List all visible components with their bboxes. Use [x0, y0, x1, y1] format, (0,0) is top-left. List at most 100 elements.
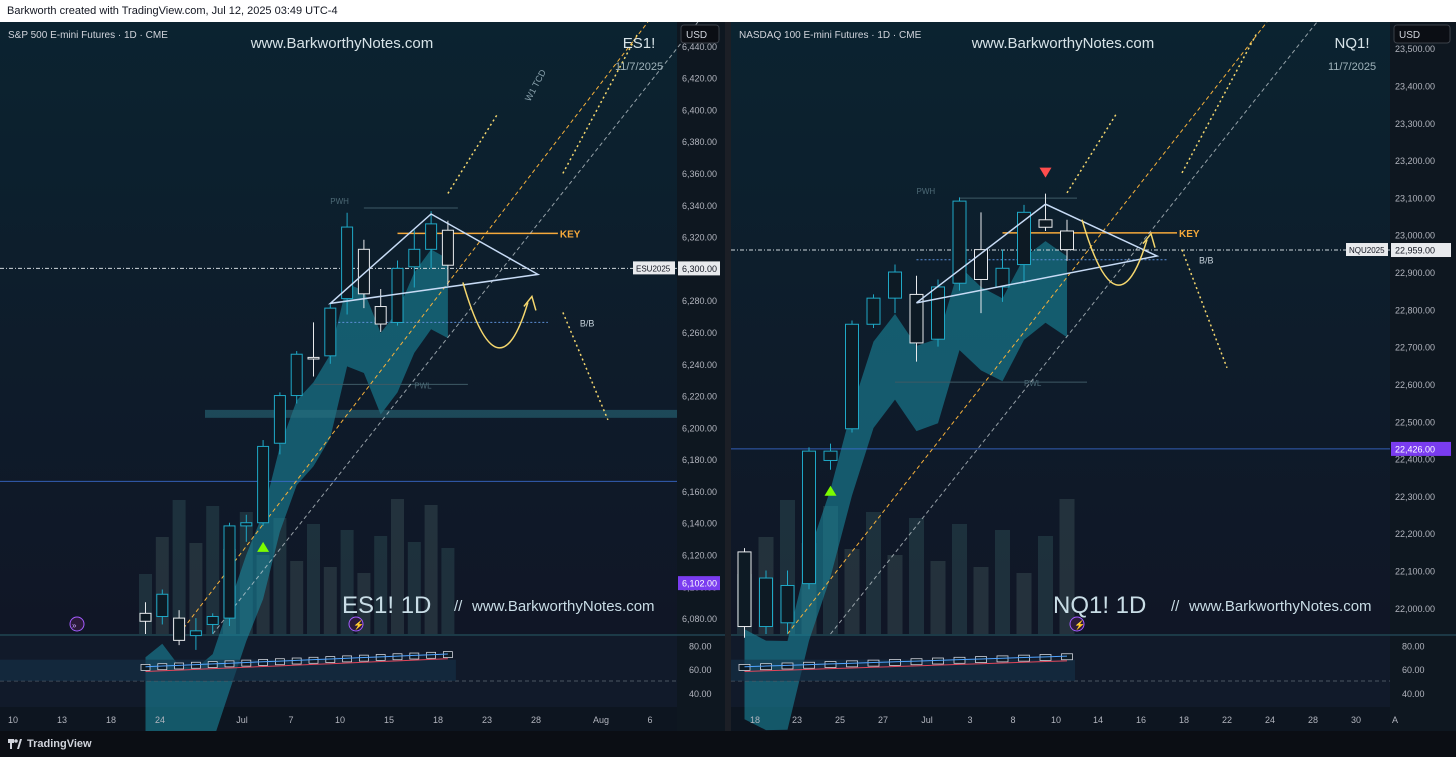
projection-short-path — [1066, 112, 1118, 194]
footer-bar: TradingView — [0, 731, 1456, 757]
price-tag-value: 6,300.00 — [682, 264, 717, 274]
price-tick-label: 6,360.00 — [682, 169, 717, 179]
time-tick-label: 16 — [1136, 715, 1146, 725]
time-tick-label: 3 — [967, 715, 972, 725]
ema-ribbon — [145, 249, 448, 731]
candle-body — [374, 306, 387, 325]
volume-bar — [1038, 536, 1053, 634]
time-tick-label: 18 — [106, 715, 116, 725]
pwh-label: PWH — [330, 197, 349, 206]
price-tick-label: 23,400.00 — [1395, 81, 1435, 91]
time-axis[interactable]: 18 23 25 27 Jul 3 8 10 14 16 18 22 24 28 30 A — [750, 715, 1398, 725]
bb-label: B/B — [1199, 256, 1214, 266]
price-tag-value: 22,959.00 — [1395, 246, 1435, 256]
forward-icon[interactable] — [69, 616, 85, 632]
candle-body — [823, 450, 838, 461]
volume-bar — [995, 530, 1010, 634]
candle-body — [931, 286, 945, 340]
panel-divider[interactable] — [725, 22, 731, 731]
projection-curve — [462, 282, 529, 349]
candle-body — [189, 630, 202, 637]
lightning-icon[interactable] — [1069, 616, 1085, 632]
projection-arrowhead — [523, 294, 537, 311]
volume-bar — [1016, 573, 1032, 634]
candle-body — [357, 248, 370, 295]
price-tick-label: 6,220.00 — [682, 392, 717, 402]
candle-body — [952, 200, 967, 284]
time-tick-label: 10 — [8, 715, 18, 725]
candle-body — [173, 617, 186, 641]
price-tick-label: 6,440.00 — [682, 42, 717, 52]
lightning-icon[interactable] — [348, 616, 364, 632]
oscillator-candle — [1039, 654, 1052, 661]
chart-date: 11/7/2025 — [615, 61, 663, 73]
candle-body — [156, 593, 169, 618]
currency-label: USD — [1399, 30, 1420, 41]
oscillator-candle — [1061, 653, 1073, 661]
chart-panel-nq[interactable]: KEY PWH PWL B/B NASDAQ 100 E-mini Futures · … — [731, 22, 1456, 731]
contract-tag — [1346, 243, 1388, 257]
candle-body — [441, 229, 454, 266]
candle-body — [866, 297, 881, 325]
bottom-watermark-url: www.BarkworthyNotes.com — [471, 598, 655, 615]
candle-body — [240, 522, 253, 527]
oscillator-candle — [846, 660, 858, 668]
candle-body — [802, 450, 816, 585]
time-tick-label: Jul — [236, 715, 248, 725]
price-tick-label: 6,140.00 — [682, 519, 717, 529]
currency-button[interactable] — [1393, 24, 1451, 44]
price-axis[interactable]: 22,000.00 22,100.00 22,200.00 22,300.00 22,4… — [1395, 44, 1435, 614]
price-tag-value: 22,426.00 — [1395, 444, 1435, 454]
tradingview-logo[interactable]: TradingView — [8, 738, 92, 750]
price-tick-label: 23,000.00 — [1395, 231, 1435, 241]
price-tick-label: 6,280.00 — [682, 296, 717, 306]
price-tick-label: 22,700.00 — [1395, 343, 1435, 353]
price-axis-background — [1390, 22, 1456, 731]
time-axis[interactable]: 10 13 18 24 Jul 7 10 15 18 23 28 Aug 6 — [8, 715, 653, 725]
time-tick-label: 22 — [1222, 715, 1232, 725]
key-label: KEY — [1179, 229, 1200, 240]
oscillator-candle — [803, 661, 815, 669]
time-tick-label: 23 — [482, 715, 492, 725]
chart-watermark: www.BarkworthyNotes.com — [250, 35, 434, 52]
price-tick-label: 22,400.00 — [1395, 455, 1435, 465]
volume-bar — [273, 518, 287, 634]
oscillator-candle — [996, 655, 1009, 663]
oscillator-candle — [910, 658, 923, 666]
price-tag — [678, 261, 720, 276]
currency-button[interactable] — [680, 24, 720, 44]
projection-short-path — [447, 113, 499, 194]
projection-up-path — [562, 33, 639, 174]
candle-body — [425, 223, 438, 250]
oscillator-tick-label: 40.00 — [1402, 689, 1425, 699]
price-tag-value: 6,102.00 — [682, 579, 717, 589]
candle-body — [290, 353, 303, 397]
lightning-icon-glyph: ⚡ — [1074, 619, 1085, 631]
header-bar: Barkworth created with TradingView.com, … — [0, 0, 1456, 22]
bottom-watermark-separator: // — [1171, 598, 1180, 615]
lightning-icon-glyph: ⚡ — [353, 619, 364, 631]
key-label: KEY — [560, 229, 581, 240]
oscillator-candle — [738, 664, 751, 671]
volume-bar — [407, 542, 421, 634]
time-tick-label: 18 — [1179, 715, 1189, 725]
candle-body — [759, 577, 773, 628]
price-tick-label: 22,800.00 — [1395, 305, 1435, 315]
candle-body — [206, 616, 219, 625]
time-tick-label: 7 — [288, 715, 293, 725]
candle-body — [845, 323, 859, 430]
time-axis-background — [731, 707, 1390, 731]
oscillator-line — [145, 653, 448, 668]
chart-panel-es[interactable]: KEY PWH PWL B/B W1 TCD S&P 500 E-mini Futures… — [0, 22, 725, 731]
volume-bar — [290, 561, 304, 634]
nq-chart-svg[interactable]: KEY PWH PWL B/B NASDAQ 100 E-mini Futures · … — [731, 22, 1456, 731]
time-tick-label: 13 — [57, 715, 67, 725]
oscillator-candle — [760, 663, 772, 671]
time-tick-label: 30 — [1351, 715, 1361, 725]
price-tick-label: 6,340.00 — [682, 201, 717, 211]
candle-body — [780, 584, 795, 624]
price-tick-label: 22,000.00 — [1395, 604, 1435, 614]
price-tick-label: 6,260.00 — [682, 328, 717, 338]
price-tick-label: 22,500.00 — [1395, 417, 1435, 427]
